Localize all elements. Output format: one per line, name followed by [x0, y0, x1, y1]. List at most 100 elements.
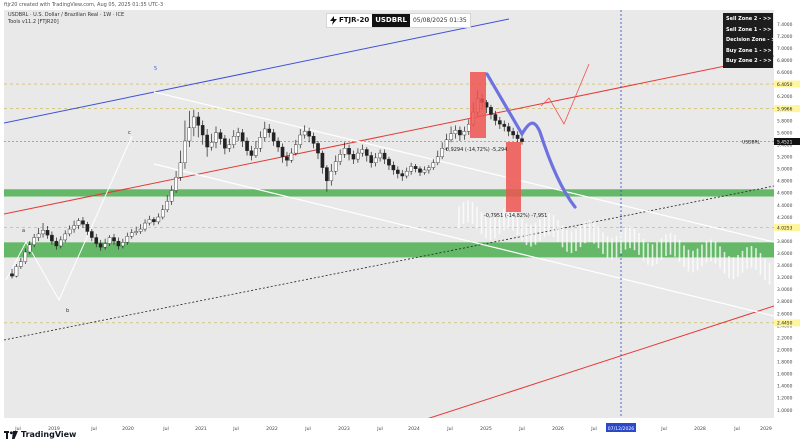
- candle: [27, 241, 32, 255]
- candle: [271, 128, 276, 146]
- time-axis-svg: Jul 2019 Jul 2020 Jul 2021 Jul 2022 Jul 2023 Jul 20…: [14, 423, 772, 432]
- candle: [515, 131, 520, 143]
- candle-body: [231, 136, 236, 145]
- candle-body: [453, 129, 458, 134]
- time-tick-label: 2026: [552, 426, 564, 432]
- price-tick-label: 3.0000: [777, 287, 793, 293]
- candle-body: [311, 136, 316, 144]
- price-tick-label: 5.8000: [777, 118, 793, 124]
- candle-body: [254, 148, 258, 156]
- candle: [107, 235, 112, 246]
- candle: [506, 122, 511, 137]
- candle: [413, 163, 418, 173]
- candle-body: [218, 132, 223, 139]
- red-alt-projection-path: [540, 63, 590, 125]
- candle: [58, 236, 63, 249]
- candle: [396, 166, 400, 179]
- candle: [196, 112, 201, 138]
- candle-body: [466, 123, 471, 132]
- candle: [19, 258, 23, 269]
- price-tick-label: 2.4000: [777, 323, 793, 329]
- candle: [231, 130, 236, 149]
- candle: [85, 221, 90, 236]
- candle-body: [302, 131, 307, 136]
- price-tick-label: 1.0000: [777, 408, 793, 414]
- tradingview-footer: TradingView: [4, 427, 76, 442]
- level-badge-label: 2.4450: [777, 321, 793, 327]
- candle-body: [502, 123, 507, 127]
- candle: [169, 185, 174, 205]
- price-tick-label: 7.2000: [777, 34, 793, 40]
- candle: [307, 127, 311, 143]
- candle-body: [404, 170, 409, 177]
- candle-body: [147, 219, 152, 224]
- last-price-ticker-label: USDBRL: [742, 139, 760, 145]
- candle-body: [205, 134, 209, 148]
- price-tick-label: 5.4000: [777, 142, 793, 148]
- price-tick-label: 2.8000: [777, 299, 793, 305]
- candle: [183, 120, 187, 169]
- candle-body: [520, 138, 524, 142]
- candle-body: [280, 146, 285, 157]
- candle-body: [63, 233, 68, 241]
- candle: [209, 133, 214, 151]
- price-chart[interactable]: -0,9294 (-14,72%) -5,294 -0,7951 (-14,82%…: [3, 10, 775, 429]
- candle-body: [276, 140, 280, 148]
- candle: [129, 229, 134, 239]
- price-tick-label: 4.6000: [777, 191, 793, 197]
- time-tick-label: Jul: [733, 426, 740, 432]
- candle: [298, 128, 303, 149]
- red-ascending-channel-top: [3, 55, 775, 215]
- legend-symbol-line: USDBRL · U.S. Dollar / Brazilian Real · …: [8, 12, 125, 18]
- blue-projection-path: [485, 72, 577, 209]
- date-marker-label: 07/12/2026: [608, 426, 635, 432]
- time-tick-label: 2023: [338, 426, 350, 432]
- candle-body: [489, 107, 493, 115]
- candle-body: [511, 131, 515, 136]
- candle: [116, 237, 121, 250]
- candle: [112, 233, 116, 245]
- price-tick-label: 2.6000: [777, 311, 793, 317]
- price-tick-label: 6.6000: [777, 70, 793, 76]
- candle: [356, 148, 360, 163]
- candle-body: [400, 173, 405, 177]
- candle-body: [298, 134, 303, 145]
- candle: [245, 137, 249, 156]
- white-descending-channel-top: [153, 91, 775, 243]
- candle: [364, 147, 369, 162]
- candle: [94, 233, 99, 248]
- candle: [378, 149, 382, 162]
- candle: [45, 226, 50, 239]
- price-axis[interactable]: 7.40007.20007.00006.80006.60006.40006.20…: [774, 10, 800, 418]
- tradingview-logo-icon: [4, 430, 18, 439]
- candle-body: [391, 164, 396, 171]
- candle-body: [316, 143, 320, 154]
- chart-plot-area[interactable]: -0,9294 (-14,72%) -5,294 -0,7951 (-14,82%…: [3, 10, 775, 429]
- candle: [404, 167, 409, 179]
- zone-sell-1: Sell Zone 1 - >>: [726, 26, 772, 33]
- time-tick-label: 2020: [122, 426, 134, 432]
- candle-body: [227, 144, 232, 149]
- candle-body: [143, 222, 147, 230]
- candle-body: [262, 128, 267, 138]
- price-tick-label: 4.2000: [777, 215, 793, 221]
- wave-label: 5: [154, 66, 157, 72]
- level-badge: [774, 224, 800, 232]
- price-tick-label: 7.0000: [777, 46, 793, 52]
- candle-body: [431, 162, 436, 168]
- candle: [63, 230, 68, 243]
- time-axis[interactable]: Jul 2019 Jul 2020 Jul 2021 Jul 2022 Jul 2023 Jul 20…: [4, 418, 774, 432]
- white-wave-lines: [5, 135, 133, 302]
- candle: [387, 156, 391, 170]
- candle: [10, 268, 14, 279]
- publisher-tag: FTJR-20: [327, 14, 373, 27]
- candle: [276, 137, 280, 152]
- candle-body: [192, 116, 196, 128]
- candle-body: [440, 148, 444, 157]
- candle: [320, 150, 325, 174]
- candle: [98, 239, 103, 251]
- candle: [285, 151, 289, 167]
- candle-body: [435, 156, 440, 163]
- candle-body: [396, 169, 400, 174]
- candle-body: [427, 167, 431, 171]
